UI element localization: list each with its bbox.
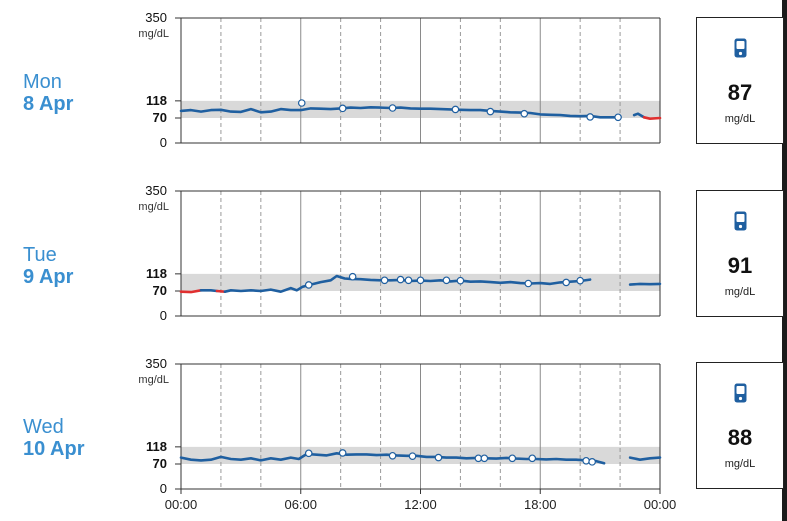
- reading-unit: mg/dL: [724, 113, 756, 125]
- reading-marker: [586, 113, 594, 121]
- y-tick-label: 70: [153, 283, 167, 298]
- reading-value: 87: [727, 80, 753, 105]
- y-tick-label: 70: [153, 110, 167, 125]
- glucose-trace: [179, 289, 203, 294]
- reading-marker: [416, 276, 425, 285]
- glucose-trace: [642, 116, 662, 120]
- x-tick-label: 12:00: [404, 497, 437, 512]
- reading-value: 91: [727, 253, 753, 278]
- glucose-trace: [632, 112, 646, 119]
- reading-marker: [297, 99, 306, 107]
- day-label-wed: Wed 10 Apr: [23, 417, 85, 459]
- x-tick-label: 18:00: [524, 497, 557, 512]
- y-tick-label: 0: [160, 135, 167, 150]
- reading-marker: [456, 276, 465, 285]
- reading-value: 88: [727, 425, 753, 450]
- reading-marker: [451, 105, 460, 114]
- day-date: 9 Apr: [23, 266, 74, 288]
- y-tick-label: 350: [145, 183, 167, 198]
- reading-marker: [524, 279, 533, 288]
- y-axis-unit: mg/dL: [138, 201, 169, 213]
- day-label-mon: Mon 8 Apr: [23, 72, 73, 114]
- day-of-week: Wed: [23, 416, 64, 438]
- reading-marker: [562, 278, 570, 287]
- reading-marker: [486, 107, 495, 116]
- y-tick-label: 350: [145, 10, 167, 25]
- reading-marker: [380, 276, 389, 285]
- reading-marker: [408, 452, 417, 460]
- y-axis-unit: mg/dL: [138, 28, 169, 40]
- glucose-trace: [628, 456, 662, 461]
- meter-device-icon: [734, 211, 747, 231]
- day-date: 8 Apr: [23, 93, 74, 115]
- reading-unit: mg/dL: [724, 286, 756, 298]
- reading-marker: [304, 281, 313, 289]
- reading-marker: [576, 276, 584, 285]
- reading-card-wed[interactable]: 88 mg/dL: [696, 362, 784, 489]
- y-tick-label: 70: [153, 456, 167, 471]
- x-tick-label: 00:00: [165, 497, 198, 512]
- y-tick-label: 118: [146, 439, 167, 454]
- y-tick-label: 118: [146, 266, 167, 281]
- y-tick-label: 118: [146, 93, 167, 108]
- x-tick-label: 00:00: [644, 497, 677, 512]
- reading-marker: [348, 272, 357, 281]
- y-axis-unit: mg/dL: [138, 374, 169, 386]
- reading-marker: [442, 276, 451, 285]
- reading-card-mon[interactable]: 87 mg/dL: [696, 17, 784, 144]
- y-tick-label: 0: [160, 308, 167, 323]
- reading-marker: [404, 276, 413, 285]
- reading-marker: [480, 454, 489, 463]
- reading-unit: mg/dL: [724, 458, 756, 470]
- y-tick-label: 0: [160, 481, 167, 496]
- reading-marker: [396, 275, 405, 284]
- reading-marker: [434, 453, 443, 462]
- reading-marker: [304, 449, 313, 458]
- reading-marker: [338, 104, 347, 113]
- reading-marker: [508, 454, 517, 463]
- y-tick-label: 350: [145, 356, 167, 371]
- reading-marker: [582, 456, 590, 465]
- glucose-trace: [215, 289, 227, 293]
- day-of-week: Tue: [23, 244, 57, 266]
- x-tick-label: 06:00: [284, 497, 317, 512]
- reading-card-tue[interactable]: 91 mg/dL: [696, 190, 784, 317]
- reading-marker: [614, 113, 622, 122]
- reading-marker: [520, 109, 529, 118]
- reading-marker: [388, 451, 397, 460]
- meter-device-icon: [734, 38, 747, 58]
- glucose-trace: [179, 106, 622, 119]
- glucose-trace: [199, 289, 219, 293]
- reading-marker: [388, 104, 397, 112]
- meter-device-icon: [734, 383, 747, 403]
- reading-marker: [588, 458, 596, 466]
- day-date: 10 Apr: [23, 438, 85, 460]
- window-edge: [782, 0, 787, 521]
- reading-marker: [338, 449, 347, 457]
- reading-marker: [528, 454, 537, 463]
- day-of-week: Mon: [23, 71, 62, 93]
- glucose-trace: [628, 282, 662, 286]
- day-label-tue: Tue 9 Apr: [23, 245, 73, 287]
